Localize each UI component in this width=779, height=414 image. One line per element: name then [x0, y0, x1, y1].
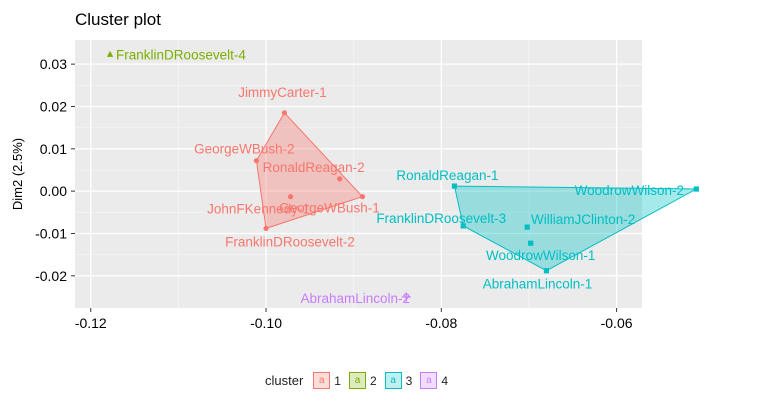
x-tick-label: -0.10 [250, 315, 282, 331]
data-points [106, 50, 699, 302]
axes: -0.12 -0.10 -0.08 -0.06 0.03 0.02 0.01 0.00 -0.0… [35, 56, 633, 331]
point-label-JohnFKennedy-1: JohnFKennedy-1 [207, 202, 310, 217]
legend-title: cluster [265, 373, 304, 388]
point-AbrahamLincoln-1 [543, 268, 550, 274]
legend-swatch: a [384, 372, 402, 389]
point-label-GeorgeWBush-1: GeorgeWBush-1 [279, 201, 380, 216]
y-tick-label: 0.01 [40, 141, 67, 157]
y-tick-label: 0.02 [40, 98, 67, 114]
point-GeorgeWBush-1 [359, 194, 366, 200]
minor-gridlines [75, 40, 642, 308]
point-label-FranklinDRoosevelt-3: FranklinDRoosevelt-3 [376, 211, 506, 226]
point-FranklinDRoosevelt-2 [263, 225, 269, 232]
point-JohnFKennedy-1 [287, 194, 294, 200]
y-tick-label: 0.03 [40, 56, 67, 72]
point-label-AbrahamLincoln-2: AbrahamLincoln-2 [300, 291, 410, 306]
legend-label: 2 [369, 373, 377, 388]
point-label-WilliamJClinton-2: WilliamJClinton-2 [531, 212, 635, 227]
point-GeorgeWBush-2 [253, 158, 260, 164]
point-WoodrowWilson-1 [528, 240, 534, 246]
y-tick-label: -0.02 [35, 268, 67, 284]
point-RonaldReagan-1 [451, 183, 458, 189]
point-FranklinDRoosevelt-3 [460, 223, 466, 229]
x-tick-label: -0.06 [601, 315, 633, 331]
legend-swatch: a [313, 372, 331, 389]
point-RonaldReagan-2 [337, 176, 343, 182]
point-label-JimmyCarter-1: JimmyCarter-1 [238, 85, 327, 100]
legend-swatch: a [420, 372, 438, 389]
legend-swatch: a [348, 372, 366, 389]
legend-label: 1 [334, 373, 341, 388]
y-tick-label: -0.01 [35, 225, 67, 241]
point-labels: JimmyCarter-1 GeorgeWBush-2 RonaldReagan-2… [116, 47, 684, 306]
y-tick-label: 0.00 [40, 183, 67, 199]
x-tick-label: -0.12 [75, 315, 107, 331]
plot-panel [75, 40, 642, 308]
point-WilliamJClinton-2 [524, 224, 530, 230]
major-gridlines [75, 40, 642, 308]
legend-label: 4 [441, 373, 449, 388]
point-label-WoodrowWilson-1: WoodrowWilson-1 [486, 248, 595, 263]
point-WoodrowWilson-2 [693, 186, 699, 192]
point-AbrahamLincoln-2 [401, 292, 411, 302]
point-label-WoodrowWilson-2: WoodrowWilson-2 [575, 183, 684, 198]
point-label-GeorgeWBush-2: GeorgeWBush-2 [194, 142, 295, 157]
y-axis-label: Dim2 (2.5%) [10, 138, 25, 210]
chart-title: Cluster plot [75, 10, 161, 29]
point-label-RonaldReagan-1: RonaldReagan-1 [396, 168, 498, 183]
point-label-FranklinDRoosevelt-2: FranklinDRoosevelt-2 [225, 234, 355, 249]
x-tick-label: -0.08 [425, 315, 457, 331]
legend-label: 3 [405, 373, 413, 388]
point-FranklinDRoosevelt-4 [106, 50, 114, 57]
point-JimmyCarter-1 [281, 110, 288, 116]
point-label-FranklinDRoosevelt-4: FranklinDRoosevelt-4 [116, 47, 246, 62]
point-label-RonaldReagan-2: RonaldReagan-2 [263, 160, 365, 175]
point-label-AbrahamLincoln-1: AbrahamLincoln-1 [483, 277, 593, 292]
